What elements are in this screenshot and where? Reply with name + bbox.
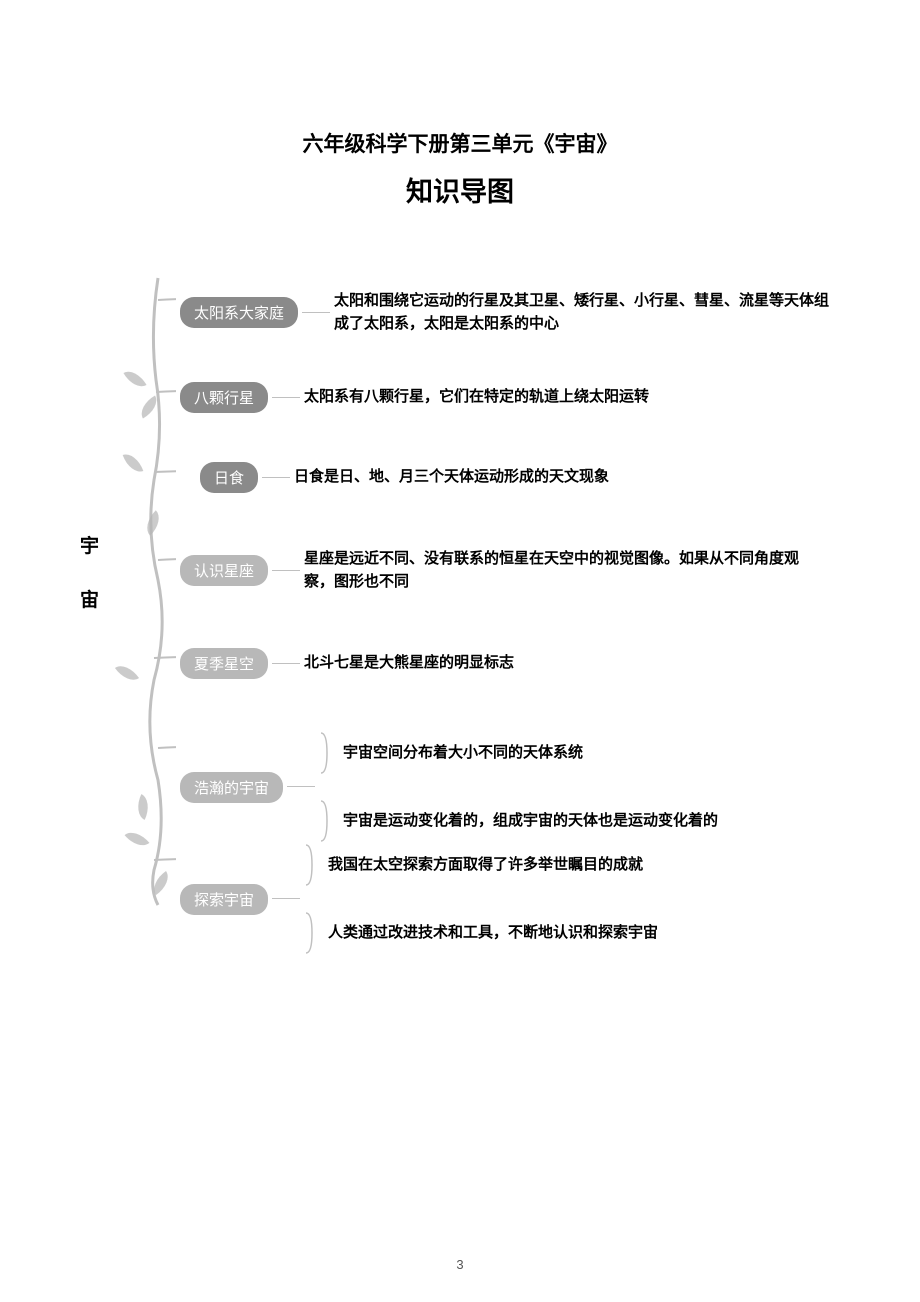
connector-line bbox=[302, 312, 330, 314]
desc-group: 我国在太空探索方面取得了许多举世瞩目的成就人类通过改进技术和工具，不断地认识和探… bbox=[304, 840, 658, 958]
connector-line bbox=[272, 663, 300, 665]
connector-line bbox=[272, 397, 300, 399]
branch-node: 浩瀚的宇宙 bbox=[180, 772, 283, 803]
bracket-icon bbox=[319, 796, 333, 846]
branch-0: 太阳系大家庭 太阳和围绕它运动的行星及其卫星、矮行星、小行星、彗星、流星等天体组成… bbox=[180, 290, 834, 335]
branch-node: 太阳系大家庭 bbox=[180, 297, 298, 328]
branch-3: 认识星座 星座是远近不同、没有联系的恒星在天空中的视觉图像。如果从不同角度观察，图… bbox=[180, 548, 804, 593]
connector-line bbox=[262, 477, 290, 479]
branch-node: 夏季星空 bbox=[180, 648, 268, 679]
connector-line bbox=[272, 898, 300, 900]
branch-desc: 太阳和围绕它运动的行星及其卫星、矮行星、小行星、彗星、流星等天体组成了太阳系，太… bbox=[334, 290, 834, 335]
connector-line bbox=[272, 570, 300, 572]
main-title: 知识导图 bbox=[0, 170, 920, 209]
branch-node: 认识星座 bbox=[180, 555, 268, 586]
branch-desc: 宇宙是运动变化着的，组成宇宙的天体也是运动变化着的 bbox=[343, 810, 718, 833]
branch-node: 日食 bbox=[200, 462, 258, 493]
branch-desc: 我国在太空探索方面取得了许多举世瞩目的成就 bbox=[328, 854, 643, 877]
branch-desc: 太阳系有八颗行星，它们在特定的轨道上绕太阳运转 bbox=[304, 386, 649, 409]
branch-desc: 星座是远近不同、没有联系的恒星在天空中的视觉图像。如果从不同角度观察，图形也不同 bbox=[304, 548, 804, 593]
page-number: 3 bbox=[0, 1257, 920, 1272]
root-label: 宇 宙 bbox=[80, 520, 99, 628]
connector-line bbox=[287, 786, 315, 788]
bracket-icon bbox=[319, 728, 333, 778]
root-char-2: 宙 bbox=[80, 574, 99, 628]
desc-item: 宇宙是运动变化着的，组成宇宙的天体也是运动变化着的 bbox=[319, 796, 718, 846]
branch-desc: 日食是日、地、月三个天体运动形成的天文现象 bbox=[294, 466, 609, 489]
branch-4: 夏季星空 北斗七星是大熊星座的明显标志 bbox=[180, 648, 514, 679]
branch-node: 探索宇宙 bbox=[180, 884, 268, 915]
branch-6: 探索宇宙 我国在太空探索方面取得了许多举世瞩目的成就人类通过改进技术和工具，不断地… bbox=[180, 840, 658, 958]
branch-desc: 北斗七星是大熊星座的明显标志 bbox=[304, 652, 514, 675]
branch-desc: 宇宙空间分布着大小不同的天体系统 bbox=[343, 742, 583, 765]
root-char-1: 宇 bbox=[80, 520, 99, 574]
desc-item: 宇宙空间分布着大小不同的天体系统 bbox=[319, 728, 718, 778]
subtitle: 六年级科学下册第三单元《宇宙》 bbox=[0, 128, 920, 158]
branch-1: 八颗行星 太阳系有八颗行星，它们在特定的轨道上绕太阳运转 bbox=[180, 382, 649, 413]
desc-item: 我国在太空探索方面取得了许多举世瞩目的成就 bbox=[304, 840, 658, 890]
branch-5: 浩瀚的宇宙 宇宙空间分布着大小不同的天体系统宇宙是运动变化着的，组成宇宙的天体也是… bbox=[180, 728, 718, 846]
branch-desc: 人类通过改进技术和工具，不断地认识和探索宇宙 bbox=[328, 922, 658, 945]
branch-2: 日食 日食是日、地、月三个天体运动形成的天文现象 bbox=[200, 462, 609, 493]
desc-group: 宇宙空间分布着大小不同的天体系统宇宙是运动变化着的，组成宇宙的天体也是运动变化着… bbox=[319, 728, 718, 846]
desc-item: 人类通过改进技术和工具，不断地认识和探索宇宙 bbox=[304, 908, 658, 958]
bracket-icon bbox=[304, 908, 318, 958]
branch-node: 八颗行星 bbox=[180, 382, 268, 413]
header: 六年级科学下册第三单元《宇宙》 知识导图 bbox=[0, 0, 920, 209]
bracket-icon bbox=[304, 840, 318, 890]
